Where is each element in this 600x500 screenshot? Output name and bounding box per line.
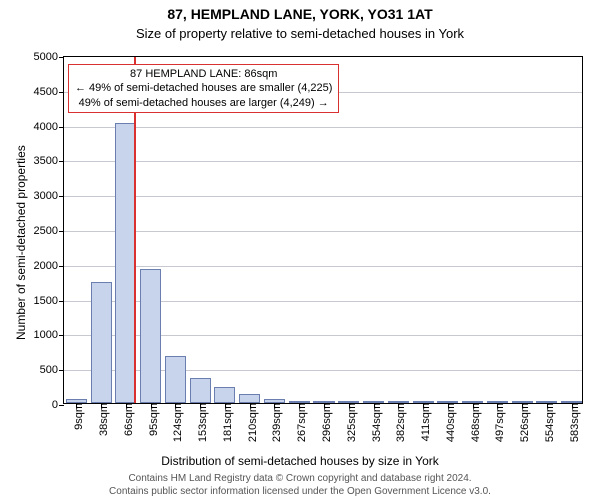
xtick-label: 526sqm: [513, 403, 531, 442]
gridline: [64, 196, 582, 197]
xtick-label: 38sqm: [92, 403, 110, 436]
ytick-label: 5000: [34, 51, 64, 63]
xtick-label: 153sqm: [191, 403, 209, 442]
xtick-label: 267sqm: [290, 403, 308, 442]
plot-area: 0500100015002000250030003500400045005000…: [63, 56, 583, 404]
y-axis-label: Number of semi-detached properties: [14, 145, 28, 340]
ytick-label: 3000: [34, 190, 64, 202]
gridline: [64, 231, 582, 232]
xtick-label: 124sqm: [166, 403, 184, 442]
ytick-label: 1000: [34, 329, 64, 341]
xtick-label: 66sqm: [117, 403, 135, 436]
xtick-label: 583sqm: [563, 403, 581, 442]
footer-line-2: Contains public sector information licen…: [0, 485, 600, 498]
xtick-label: 9sqm: [67, 403, 85, 430]
annotation-line-1: 87 HEMPLAND LANE: 86sqm: [75, 67, 332, 81]
annotation-line-3: 49% of semi-detached houses are larger (…: [75, 96, 332, 110]
gridline: [64, 266, 582, 267]
chart-container: 87, HEMPLAND LANE, YORK, YO31 1AT Size o…: [0, 0, 600, 500]
xtick-label: 354sqm: [365, 403, 383, 442]
ytick-label: 2500: [34, 225, 64, 237]
xtick-label: 181sqm: [216, 403, 234, 442]
gridline: [64, 127, 582, 128]
xtick-label: 554sqm: [538, 403, 556, 442]
histogram-bar: [239, 394, 260, 403]
histogram-bar: [140, 269, 161, 403]
histogram-bar: [214, 387, 235, 403]
ytick-label: 500: [40, 364, 64, 376]
gridline: [64, 161, 582, 162]
chart-subtitle: Size of property relative to semi-detach…: [0, 26, 600, 41]
annotation-box: 87 HEMPLAND LANE: 86sqm← 49% of semi-det…: [68, 64, 339, 113]
xtick-label: 382sqm: [389, 403, 407, 442]
chart-title: 87, HEMPLAND LANE, YORK, YO31 1AT: [0, 6, 600, 22]
xtick-label: 468sqm: [464, 403, 482, 442]
ytick-label: 2000: [34, 260, 64, 272]
ytick-label: 4000: [34, 121, 64, 133]
histogram-bar: [165, 356, 186, 403]
ytick-label: 4500: [34, 86, 64, 98]
xtick-label: 239sqm: [265, 403, 283, 442]
xtick-label: 296sqm: [315, 403, 333, 442]
xtick-label: 95sqm: [142, 403, 160, 436]
xtick-label: 210sqm: [241, 403, 259, 442]
footer-line-1: Contains HM Land Registry data © Crown c…: [0, 472, 600, 485]
annotation-line-2: ← 49% of semi-detached houses are smalle…: [75, 81, 332, 95]
footer-attribution: Contains HM Land Registry data © Crown c…: [0, 472, 600, 498]
xtick-label: 497sqm: [488, 403, 506, 442]
ytick-label: 0: [52, 399, 64, 411]
xtick-label: 325sqm: [340, 403, 358, 442]
xtick-label: 440sqm: [439, 403, 457, 442]
x-axis-label: Distribution of semi-detached houses by …: [0, 454, 600, 468]
histogram-bar: [190, 378, 211, 403]
ytick-label: 3500: [34, 155, 64, 167]
xtick-label: 411sqm: [414, 403, 432, 441]
histogram-bar: [91, 282, 112, 403]
ytick-label: 1500: [34, 295, 64, 307]
